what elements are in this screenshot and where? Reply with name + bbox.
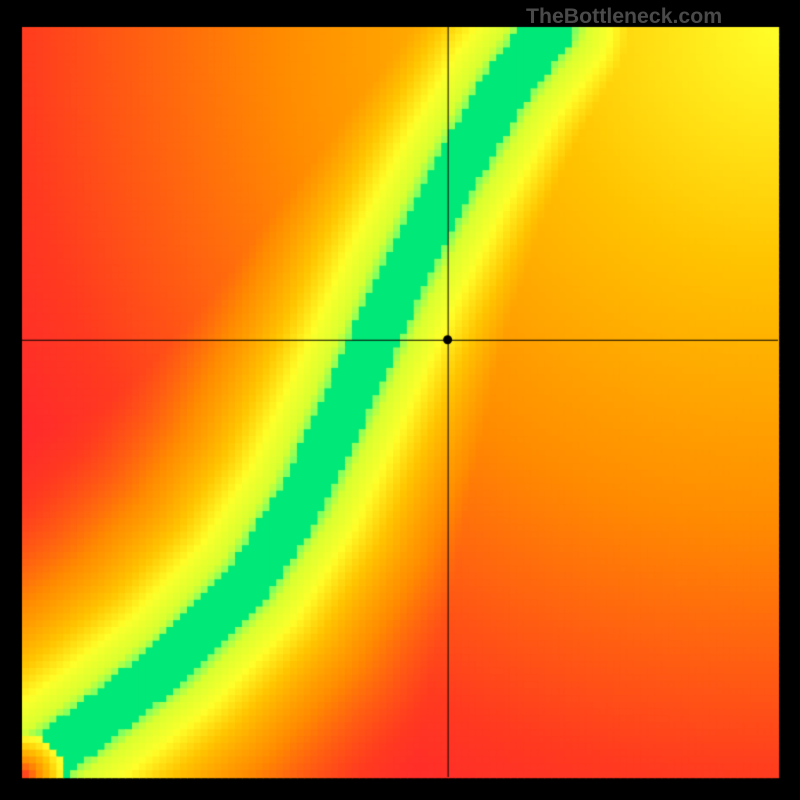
heatmap-canvas — [0, 0, 800, 800]
chart-container: TheBottleneck.com — [0, 0, 800, 800]
watermark-text: TheBottleneck.com — [526, 4, 722, 29]
